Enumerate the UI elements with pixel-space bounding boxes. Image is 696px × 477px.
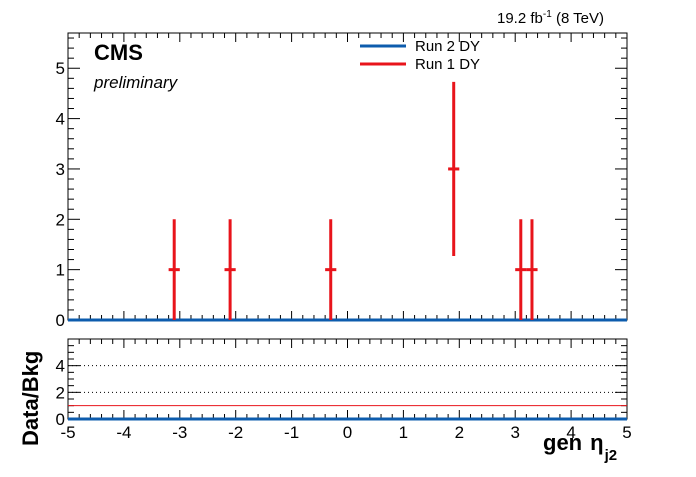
main-y-tick-label: 0 <box>56 311 65 330</box>
x-tick-label: -1 <box>284 423 299 442</box>
main-y-tick-label: 4 <box>56 110 65 129</box>
ratio-series-layer <box>68 405 627 421</box>
main-y-tick-label: 1 <box>56 261 65 280</box>
energy-label: (8 TeV) <box>552 10 604 27</box>
main-axis-ticks <box>67 33 628 321</box>
x-tick-label: -3 <box>172 423 187 442</box>
lumi-exponent: -1 <box>543 9 552 20</box>
ratio-y-tick-label: 0 <box>56 410 65 429</box>
x-tick-label: 2 <box>455 423 464 442</box>
series-run1-point <box>526 219 538 320</box>
x-tick-label: -2 <box>228 423 243 442</box>
x-axis-title-main: gen <box>543 430 582 455</box>
x-axis-title-subscript: j2 <box>604 447 618 464</box>
main-plot-panel: 0 1 2 3 4 5 <box>56 32 628 330</box>
ratio-y-tick-labels: 0 2 4 <box>56 357 65 429</box>
x-axis-title: gen ηj2 <box>543 430 617 464</box>
experiment-label: CMS <box>94 40 143 65</box>
ratio-y-tick-label: 2 <box>56 383 65 402</box>
ratio-axis-ticks <box>67 338 628 420</box>
x-axis-title-symbol: η <box>590 430 603 455</box>
ratio-plot-panel: 0 2 4 -5 -4 -3 -2 -1 0 1 2 3 4 5 <box>56 338 632 442</box>
lumi-label: 19.2 fb-1 (8 TeV) <box>497 9 604 27</box>
x-tick-label: -5 <box>60 423 75 442</box>
series-run1-point <box>168 219 180 320</box>
series-run1-point <box>325 219 337 320</box>
x-tick-label: 3 <box>510 423 519 442</box>
x-tick-label: -4 <box>116 423 131 442</box>
main-series-layer <box>68 81 627 322</box>
main-y-tick-label: 2 <box>56 210 65 229</box>
x-tick-label: 1 <box>399 423 408 442</box>
legend: Run 2 DY Run 1 DY <box>360 38 480 73</box>
ratio-y-axis-title: Data/Bkg <box>18 351 43 446</box>
x-tick-label: 4 <box>566 423 575 442</box>
main-y-tick-label: 3 <box>56 160 65 179</box>
main-y-tick-label: 5 <box>56 59 65 78</box>
main-y-tick-labels: 0 1 2 3 4 5 <box>56 59 65 330</box>
x-tick-label: 0 <box>343 423 352 442</box>
series-run1-point <box>448 81 460 257</box>
x-tick-label: 5 <box>622 423 631 442</box>
status-label: preliminary <box>93 73 179 92</box>
ratio-y-tick-label: 4 <box>56 357 65 376</box>
series-run1-point <box>224 219 236 320</box>
series-run1-point <box>515 219 527 320</box>
legend-label-run2: Run 2 DY <box>415 38 480 55</box>
legend-label-run1: Run 1 DY <box>415 56 480 73</box>
x-tick-labels: -5 -4 -3 -2 -1 0 1 2 3 4 5 <box>60 423 631 442</box>
